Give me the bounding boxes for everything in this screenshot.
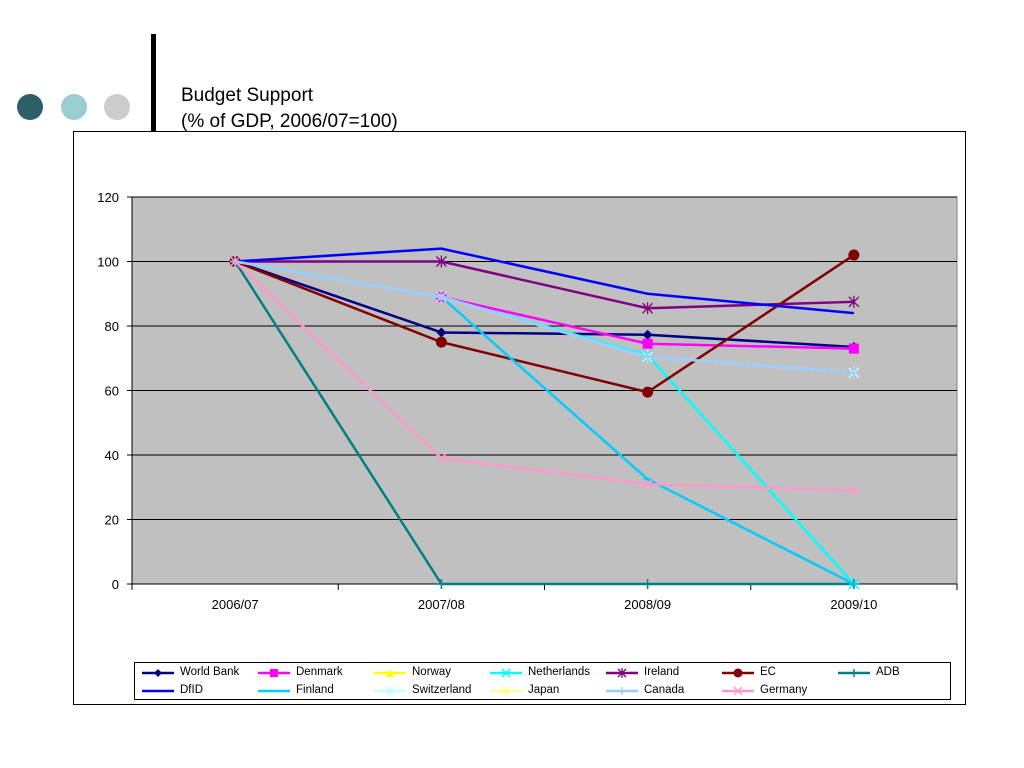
series-line bbox=[234, 260, 854, 375]
series-line bbox=[234, 260, 854, 492]
title-divider bbox=[151, 34, 156, 132]
legend-label: Finland bbox=[296, 684, 334, 696]
legend-label: World Bank bbox=[180, 666, 240, 678]
decor-dot-1 bbox=[17, 94, 43, 120]
series-line bbox=[234, 254, 855, 394]
legend-label: Switzerland bbox=[412, 684, 472, 696]
legend-swatch bbox=[374, 669, 406, 677]
data-point bbox=[733, 668, 743, 678]
legend-swatch bbox=[374, 686, 406, 696]
data-point bbox=[435, 452, 447, 464]
data-point bbox=[642, 386, 654, 398]
legend-label: EC bbox=[760, 666, 776, 678]
data-point bbox=[385, 686, 395, 696]
data-point bbox=[229, 255, 241, 268]
y-tick-label: 100 bbox=[97, 255, 119, 270]
series-germany bbox=[229, 255, 860, 497]
data-point bbox=[386, 669, 394, 677]
legend-label: DfID bbox=[180, 684, 203, 696]
data-point bbox=[848, 295, 860, 308]
legend-swatch bbox=[142, 669, 174, 677]
chart-legend: World Bank Denmark Norway Netherlands Irelan… bbox=[134, 662, 951, 700]
x-tick-label: 2009/10 bbox=[830, 597, 877, 612]
legend-label: Norway bbox=[412, 666, 451, 678]
data-point bbox=[501, 686, 511, 696]
legend-label: Netherlands bbox=[528, 666, 591, 678]
x-tick-label: 2006/07 bbox=[212, 597, 259, 612]
legend-label: Japan bbox=[528, 684, 560, 696]
legend-swatch bbox=[258, 669, 290, 677]
data-point bbox=[436, 579, 447, 589]
series-dfid bbox=[235, 247, 854, 315]
data-point bbox=[848, 343, 859, 354]
data-point bbox=[848, 249, 860, 261]
y-tick-label: 40 bbox=[105, 448, 119, 463]
data-point bbox=[435, 336, 447, 348]
legend-label: Denmark bbox=[296, 666, 343, 678]
series-line bbox=[234, 260, 854, 349]
data-point bbox=[154, 669, 162, 677]
y-tick-label: 0 bbox=[112, 577, 119, 592]
legend-swatch bbox=[722, 686, 754, 696]
decor-dot-2 bbox=[61, 94, 87, 120]
legend-swatch bbox=[838, 669, 870, 677]
x-tick-label: 2007/08 bbox=[418, 597, 465, 612]
legend-label: Germany bbox=[760, 684, 808, 696]
y-tick-label: 120 bbox=[97, 190, 119, 205]
data-point bbox=[848, 484, 860, 497]
x-tick-label: 2008/09 bbox=[624, 597, 671, 612]
data-point bbox=[642, 338, 653, 349]
y-tick-label: 20 bbox=[105, 513, 119, 528]
legend-swatch bbox=[606, 687, 638, 695]
data-point bbox=[270, 669, 278, 677]
data-point bbox=[436, 327, 447, 338]
data-point bbox=[618, 687, 626, 695]
data-point bbox=[733, 686, 743, 696]
data-point bbox=[617, 668, 627, 678]
data-point bbox=[642, 478, 654, 490]
decor-dot-3 bbox=[104, 94, 130, 120]
series-line bbox=[235, 247, 854, 315]
legend-swatch bbox=[606, 668, 638, 678]
legend-label: Canada bbox=[644, 684, 685, 696]
series-line bbox=[234, 260, 854, 586]
data-point bbox=[642, 351, 653, 362]
legend-label: ADB bbox=[876, 666, 900, 678]
data-point bbox=[850, 669, 858, 677]
data-point bbox=[435, 255, 447, 268]
legend-swatch bbox=[490, 668, 522, 678]
slide-title: Budget Support bbox=[181, 85, 314, 106]
legend-swatch bbox=[258, 689, 290, 693]
legend-swatch bbox=[490, 686, 522, 696]
legend-swatch bbox=[142, 689, 174, 693]
data-point bbox=[642, 579, 653, 589]
data-point bbox=[501, 668, 511, 678]
data-point bbox=[642, 329, 653, 340]
data-point bbox=[436, 291, 447, 302]
series-line bbox=[235, 260, 854, 310]
legend-swatch bbox=[722, 668, 754, 678]
data-point bbox=[848, 367, 859, 378]
legend-label: Ireland bbox=[644, 666, 680, 678]
data-point bbox=[642, 302, 654, 315]
y-tick-label: 60 bbox=[105, 384, 119, 399]
slide-subtitle: (% of GDP, 2006/07=100) bbox=[181, 111, 398, 132]
y-tick-label: 80 bbox=[105, 319, 119, 334]
